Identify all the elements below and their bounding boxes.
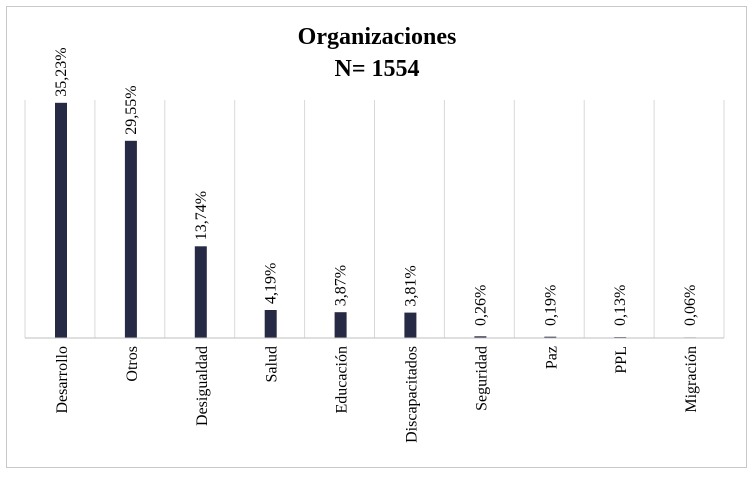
label-layer: 35,23% Desarrollo 29,55% Otros 13,74% Desigua… (53, 47, 700, 442)
chart-title-group: Organizaciones N= 1554 (298, 24, 457, 82)
x-tick-label: Desarrollo (54, 346, 71, 414)
data-label: 13,74% (193, 191, 210, 240)
x-tick-label: Desigualdad (194, 346, 211, 426)
x-tick-label: Discapacitados (403, 346, 420, 443)
x-tick-label: Otros (124, 346, 141, 382)
data-label: 0,13% (612, 285, 629, 326)
bar-salud (264, 310, 277, 338)
x-tick-label: PPL (613, 346, 630, 374)
grid-layer (24, 100, 725, 338)
data-label: 3,87% (333, 265, 350, 306)
bar-desarrollo (55, 102, 67, 338)
bar-seguridad (474, 336, 487, 338)
bar-desigualdad (194, 246, 207, 338)
chart-subtitle: N= 1554 (334, 56, 419, 82)
x-tick-label: Paz (543, 346, 560, 369)
x-tick-label: Salud (264, 346, 281, 382)
x-tick-label: Seguridad (473, 346, 490, 411)
bar-discapacitados (404, 312, 417, 338)
data-label: 29,55% (123, 85, 140, 134)
data-label: 0,19% (542, 285, 559, 326)
bar-layer (55, 102, 697, 338)
bar-educación (334, 312, 347, 338)
bar-otros (124, 140, 137, 338)
bar-paz (544, 336, 557, 338)
data-label: 35,23% (53, 47, 70, 96)
x-tick-label: Educación (334, 346, 351, 414)
data-label: 0,06% (682, 285, 699, 326)
chart-title: Organizaciones (298, 24, 457, 50)
x-tick-label: Migración (683, 346, 700, 413)
data-label: 3,81% (402, 265, 419, 306)
data-label: 4,19% (263, 263, 280, 304)
data-label: 0,26% (472, 285, 489, 326)
